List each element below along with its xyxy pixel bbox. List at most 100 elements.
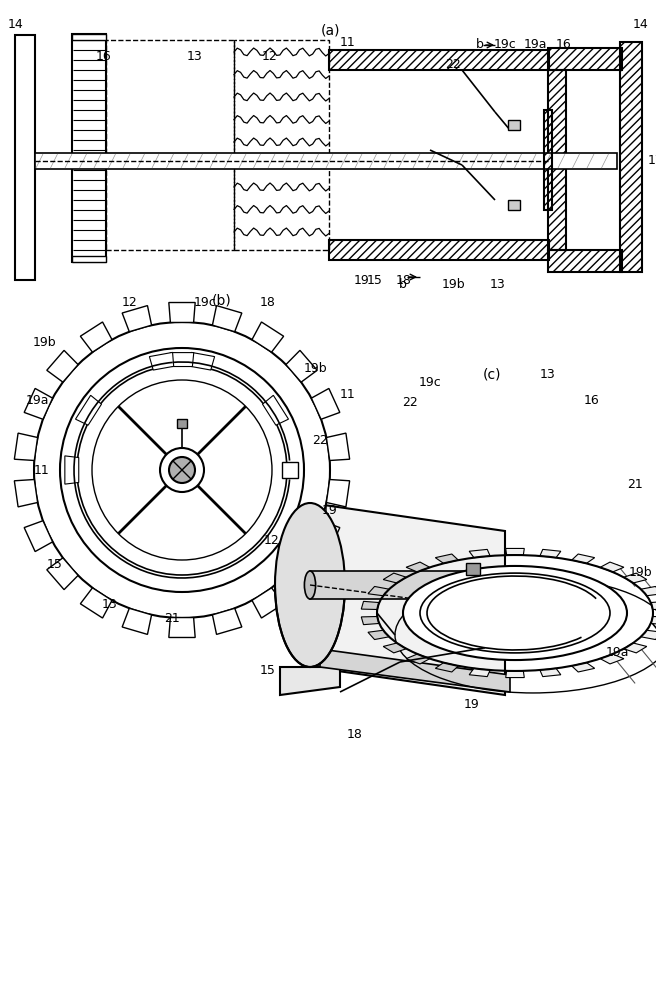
Polygon shape [624, 643, 647, 653]
Polygon shape [24, 388, 52, 419]
Polygon shape [213, 608, 242, 634]
Polygon shape [286, 558, 318, 590]
Bar [548, 250, 622, 272]
Polygon shape [540, 549, 561, 558]
Text: 19b: 19b [441, 278, 465, 292]
Polygon shape [641, 630, 656, 640]
Polygon shape [469, 668, 490, 677]
Polygon shape [436, 554, 459, 563]
Text: 13: 13 [540, 368, 556, 381]
Polygon shape [406, 562, 430, 572]
Polygon shape [506, 671, 524, 678]
Text: 12: 12 [264, 534, 280, 546]
Polygon shape [469, 549, 490, 558]
Bar [508, 200, 520, 210]
Polygon shape [14, 480, 37, 507]
Text: 19c: 19c [419, 375, 441, 388]
Bar [329, 50, 549, 70]
Polygon shape [651, 616, 656, 625]
Bar [177, 419, 187, 428]
Text: 13: 13 [102, 598, 118, 611]
Bar [106, 40, 234, 250]
Text: 11: 11 [34, 464, 50, 477]
Polygon shape [383, 643, 406, 653]
Polygon shape [14, 433, 37, 460]
Text: 19a: 19a [523, 38, 546, 51]
Text: 21: 21 [627, 479, 643, 491]
Text: 11: 11 [340, 388, 356, 401]
Text: (b): (b) [212, 293, 232, 307]
Text: 15: 15 [47, 558, 63, 572]
Polygon shape [571, 554, 595, 563]
Polygon shape [406, 654, 430, 664]
Bar [72, 34, 106, 40]
Bar [329, 240, 549, 260]
Text: 19a: 19a [605, 646, 628, 658]
Text: 19a: 19a [25, 393, 49, 406]
Polygon shape [651, 601, 656, 610]
Text: 19b: 19b [32, 336, 56, 349]
Polygon shape [122, 306, 152, 332]
Text: 22: 22 [445, 58, 461, 72]
Bar [620, 42, 642, 272]
Polygon shape [320, 649, 510, 692]
Polygon shape [361, 601, 379, 610]
Text: 14: 14 [8, 18, 24, 31]
Polygon shape [169, 303, 195, 322]
Polygon shape [436, 663, 459, 672]
Polygon shape [47, 350, 78, 382]
Polygon shape [150, 352, 174, 370]
Polygon shape [506, 548, 524, 555]
Text: 13: 13 [187, 50, 203, 64]
Text: 18: 18 [396, 273, 412, 286]
Polygon shape [600, 654, 624, 664]
Text: b: b [476, 38, 484, 51]
Text: 18: 18 [347, 728, 363, 740]
Text: 22: 22 [312, 434, 328, 446]
Polygon shape [252, 322, 283, 352]
Polygon shape [383, 573, 406, 583]
Text: 15: 15 [367, 273, 383, 286]
Circle shape [92, 380, 272, 560]
Circle shape [169, 457, 195, 483]
Bar [35, 153, 617, 169]
Polygon shape [81, 322, 112, 352]
Polygon shape [65, 456, 79, 484]
Polygon shape [75, 395, 102, 425]
Text: 17: 17 [648, 153, 656, 166]
Text: (a): (a) [320, 23, 340, 37]
Text: 19b: 19b [628, 566, 652, 578]
Text: 12: 12 [262, 50, 278, 64]
Polygon shape [280, 667, 340, 695]
Text: 21: 21 [164, 611, 180, 624]
Polygon shape [310, 503, 505, 695]
Text: 19: 19 [354, 273, 370, 286]
Polygon shape [571, 663, 595, 672]
Text: 11: 11 [340, 36, 356, 49]
Polygon shape [81, 588, 112, 618]
Text: b: b [399, 278, 407, 292]
Bar [72, 34, 106, 262]
Circle shape [60, 348, 304, 592]
Text: 19b: 19b [303, 361, 327, 374]
Text: 16: 16 [96, 50, 112, 64]
Polygon shape [122, 608, 152, 634]
Text: 19: 19 [464, 698, 480, 712]
Polygon shape [170, 353, 194, 367]
Ellipse shape [304, 571, 316, 599]
Bar [508, 120, 520, 130]
Text: 12: 12 [122, 296, 138, 310]
Polygon shape [312, 388, 340, 419]
Text: 16: 16 [556, 38, 572, 51]
Text: 19c: 19c [493, 38, 516, 51]
Text: (c): (c) [483, 368, 501, 382]
Bar [15, 35, 35, 280]
Bar [548, 48, 622, 70]
Bar [548, 70, 566, 250]
Polygon shape [327, 480, 350, 507]
Polygon shape [368, 586, 389, 596]
Polygon shape [213, 306, 242, 332]
Text: 18: 18 [260, 296, 276, 310]
Polygon shape [252, 588, 283, 618]
Text: 16: 16 [584, 393, 600, 406]
